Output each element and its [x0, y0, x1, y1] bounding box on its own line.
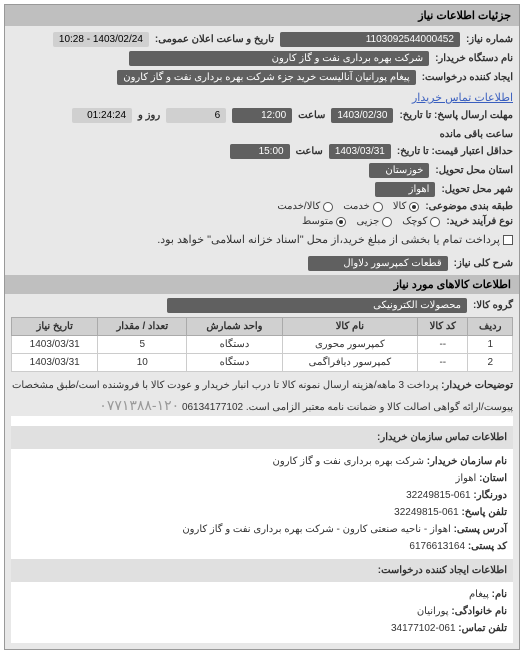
- prov-value: اهواز: [455, 473, 476, 484]
- radio-icon: [336, 217, 346, 227]
- org-label: نام سازمان خریدار:: [427, 456, 507, 467]
- table-header-row: ردیف کد کالا نام کالا واحد شمارش تعداد /…: [12, 318, 513, 336]
- buyer-contact-header: اطلاعات تماس سازمان خریدار:: [11, 426, 513, 449]
- addr-value: اهواز - ناحیه صنعتی کارون - شرکت بهره بر…: [182, 524, 450, 535]
- col-unit: واحد شمارش: [187, 318, 282, 336]
- buyer-org-label: نام دستگاه خریدار:: [435, 53, 513, 64]
- valid-until-date: 1403/03/31: [329, 144, 391, 159]
- proc-small-radio[interactable]: کوچک: [402, 216, 440, 227]
- pub-date-value: 1403/02/24 - 10:28: [53, 32, 149, 47]
- col-name: نام کالا: [282, 318, 417, 336]
- province-label: استان محل تحویل:: [435, 165, 513, 176]
- watermark: ۰۷۷۱۳۸۸-۱۲۰: [99, 395, 179, 416]
- radio-icon: [409, 202, 419, 212]
- need-title-label: شرح کلی نیاز:: [454, 258, 513, 269]
- addr-label: آدرس پستی:: [454, 524, 507, 535]
- city-value: اهواز: [375, 182, 435, 197]
- proc-med-radio[interactable]: متوسط: [302, 216, 346, 227]
- notes-text: پرداخت 3 ماهه/هزینه ارسال نمونه کالا تا …: [12, 380, 513, 413]
- contact-section: اطلاعات تماس سازمان خریدار: نام سازمان خ…: [11, 416, 513, 643]
- deadline-send-date: 1403/02/30: [331, 108, 393, 123]
- proc-partial-radio[interactable]: جزیی: [356, 216, 392, 227]
- rtel-value: 34177102-061: [391, 620, 456, 637]
- days-value: 6: [166, 108, 226, 123]
- valid-until-hour: 15:00: [230, 144, 290, 159]
- items-header: اطلاعات کالاهای مورد نیاز: [5, 275, 519, 294]
- group-label: گروه کالا:: [473, 300, 513, 311]
- province-value: خوزستان: [369, 163, 429, 178]
- kind-kala-radio[interactable]: کالا: [393, 201, 420, 212]
- process-label: نوع فرآیند خرید:: [446, 216, 513, 227]
- notes-label: توضیحات خریدار:: [441, 380, 513, 391]
- prov-label: استان:: [479, 473, 507, 484]
- need-title-value: قطعات کمپرسور دلاوال: [308, 256, 448, 271]
- fname-label: نام:: [492, 589, 507, 600]
- zip-label: کد پستی:: [468, 541, 507, 552]
- zip-value: 6176613164: [409, 538, 465, 555]
- buyer-notes-block: توضیحات خریدار: پرداخت 3 ماهه/هزینه ارسا…: [11, 378, 513, 416]
- col-code: کد کالا: [418, 318, 468, 336]
- lname-label: نام خانوادگی:: [451, 606, 507, 617]
- deadline-send-hour: 12:00: [232, 108, 292, 123]
- kind-khadamat-radio[interactable]: خدمت: [343, 201, 383, 212]
- deadline-send-label: مهلت ارسال پاسخ: تا تاریخ:: [399, 110, 513, 121]
- table-row: 1 -- کمپرسور محوری دستگاه 5 1403/03/31: [12, 336, 513, 354]
- buyer-contact-link[interactable]: اطلاعات تماس خریدار: [412, 91, 513, 104]
- radio-icon: [323, 202, 333, 212]
- fname-value: پیغام: [469, 589, 489, 600]
- table-row: 2 -- کمپرسور دیافراگمی دستگاه 10 1403/03…: [12, 354, 513, 372]
- tel-value: 32249815-061: [406, 487, 471, 504]
- checkbox-icon: [503, 235, 513, 245]
- kind-label: طبقه بندی موضوعی:: [425, 201, 513, 212]
- group-value: محصولات الکترونیکی: [167, 298, 467, 313]
- city-label: شهر محل تحویل:: [441, 184, 513, 195]
- process-radio-group: کوچک جزیی متوسط: [302, 216, 440, 227]
- need-no-value: 1103092544000452: [280, 32, 460, 47]
- radio-icon: [373, 202, 383, 212]
- remain-label: ساعت باقی مانده: [440, 129, 513, 140]
- col-date: تاریخ نیاز: [12, 318, 98, 336]
- rtel-label: تلفن تماس:: [458, 623, 507, 634]
- kind-kalakhadamat-radio[interactable]: کالا/خدمت: [277, 201, 333, 212]
- panel-title: جزئیات اطلاعات نیاز: [5, 5, 519, 26]
- lname-value: پورانیان: [417, 606, 449, 617]
- radio-icon: [430, 217, 440, 227]
- fax-value: 32249815-061: [394, 504, 459, 521]
- fax-label: تلفن پاسخ:: [461, 507, 507, 518]
- panel-body: شماره نیاز: 1103092544000452 تاریخ و ساع…: [5, 26, 519, 649]
- buyer-org-value: شرکت بهره برداری نفت و گاز کارون: [129, 51, 429, 66]
- requester-label: ایجاد کننده درخواست:: [422, 72, 513, 83]
- need-no-label: شماره نیاز:: [466, 34, 513, 45]
- proc-note-check[interactable]: پرداخت تمام یا بخشی از مبلغ خرید،از محل …: [157, 233, 513, 246]
- pub-date-label: تاریخ و ساعت اعلان عمومی:: [155, 34, 274, 45]
- requester-contact-header: اطلاعات ایجاد کننده درخواست:: [11, 559, 513, 582]
- hour-label-2: ساعت: [296, 146, 323, 157]
- tel-label: دورنگار:: [473, 490, 507, 501]
- org-value: شرکت بهره برداری نفت و گاز کارون: [273, 456, 424, 467]
- items-table: ردیف کد کالا نام کالا واحد شمارش تعداد /…: [11, 317, 513, 372]
- kind-radio-group: کالا خدمت کالا/خدمت: [277, 201, 419, 212]
- radio-icon: [382, 217, 392, 227]
- hour-label-1: ساعت: [298, 110, 325, 121]
- valid-until-label: حداقل اعتبار قیمت: تا تاریخ:: [397, 146, 513, 157]
- days-label: روز و: [138, 110, 160, 121]
- remain-time: 01:24:24: [72, 108, 132, 123]
- col-qty: تعداد / مقدار: [98, 318, 187, 336]
- need-details-panel: جزئیات اطلاعات نیاز شماره نیاز: 11030925…: [4, 4, 520, 650]
- col-row: ردیف: [468, 318, 513, 336]
- requester-value: پیغام پورانیان آنالیست خرید جزء شرکت بهر…: [117, 70, 415, 85]
